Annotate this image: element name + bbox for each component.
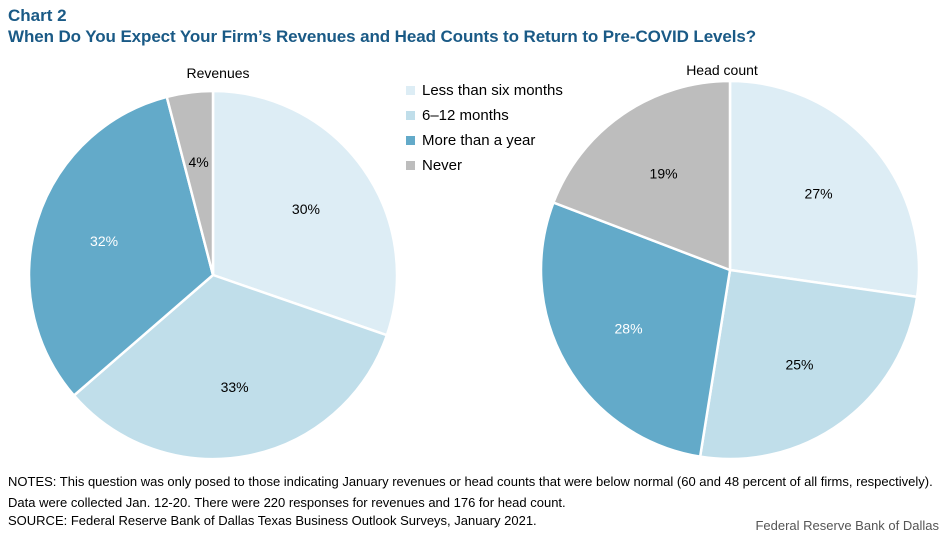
- pie-charts: 30% 33% 32% 4% Revenues 27% 25% 28% 19% Head coun…: [27, 62, 921, 461]
- slice-label-less-than-six-months: 27%: [805, 185, 833, 201]
- source: SOURCE: Federal Reserve Bank of Dallas T…: [8, 513, 537, 528]
- pie-revenues: 30% 33% 32% 4% Revenues: [27, 65, 399, 461]
- pie-head-count: 27% 25% 28% 19% Head count: [539, 62, 921, 461]
- pie-title: Revenues: [186, 65, 249, 81]
- pie-title: Head count: [686, 62, 758, 78]
- slice-never: [165, 89, 215, 276]
- slice-label-never: 19%: [650, 165, 678, 181]
- legend-label: 6–12 months: [422, 107, 509, 124]
- legend-swatch: [406, 111, 415, 120]
- slice-label-more-than-a-year: 32%: [90, 233, 118, 249]
- legend-item-6-12-months: 6–12 months: [406, 103, 563, 128]
- legend: Less than six months 6–12 months More th…: [406, 78, 563, 178]
- slice-label-never: 4%: [188, 154, 208, 170]
- slice-more-than-a-year: [539, 200, 732, 459]
- legend-label: More than a year: [422, 132, 536, 149]
- legend-label: Less than six months: [422, 82, 563, 99]
- slice-6-12-months: [72, 273, 389, 461]
- slice-never: [551, 79, 732, 272]
- notes: NOTES: This question was only posed to t…: [8, 474, 933, 510]
- slice-label-more-than-a-year: 28%: [615, 321, 643, 337]
- slice-more-than-a-year: [27, 95, 215, 398]
- legend-item-less-than-six-months: Less than six months: [406, 78, 563, 103]
- legend-swatch: [406, 86, 415, 95]
- chart-title: When Do You Expect Your Firm’s Revenues …: [8, 27, 757, 46]
- legend-item-more-than-a-year: More than a year: [406, 128, 563, 153]
- legend-item-never: Never: [406, 153, 563, 178]
- slice-less-than-six-months: [728, 79, 921, 299]
- slice-label-6-12-months: 25%: [785, 356, 813, 372]
- legend-swatch: [406, 136, 415, 145]
- legend-label: Never: [422, 157, 463, 174]
- legend-swatch: [406, 161, 415, 170]
- credit: Federal Reserve Bank of Dallas: [755, 518, 939, 533]
- slice-less-than-six-months: [211, 89, 399, 337]
- slice-6-12-months: [698, 268, 919, 461]
- chart-number: Chart 2: [8, 6, 67, 25]
- slice-label-less-than-six-months: 30%: [292, 201, 320, 217]
- slice-label-6-12-months: 33%: [221, 379, 249, 395]
